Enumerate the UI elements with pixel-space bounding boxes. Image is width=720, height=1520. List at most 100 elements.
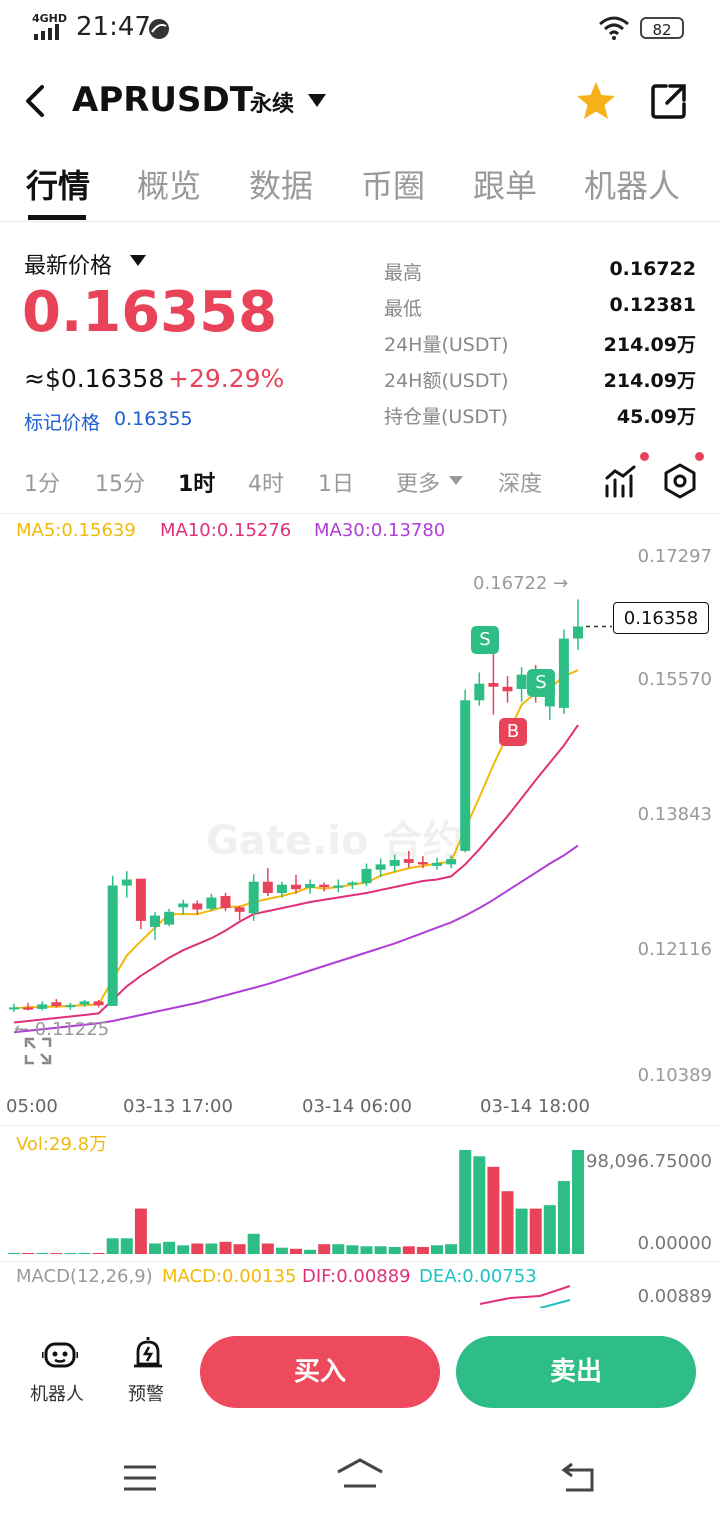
candle-body	[544, 691, 555, 707]
favorite-star-icon[interactable]	[574, 80, 618, 122]
volume-bar	[36, 1253, 49, 1254]
tab-community[interactable]: 币圈	[361, 167, 426, 205]
volume-bar	[22, 1253, 35, 1254]
stat-value: 214.09万	[603, 334, 696, 356]
timeframe-more[interactable]: 更多	[396, 472, 441, 497]
candlestick-chart[interactable]	[0, 540, 720, 1120]
volume-bar	[459, 1150, 472, 1254]
volume-bar	[275, 1247, 288, 1254]
stat-row-volume: 24H量(USDT) 214.09万	[384, 328, 696, 364]
alert-label[interactable]: 预警	[128, 1384, 164, 1405]
home-nav-icon[interactable]	[336, 1458, 384, 1494]
candle-body	[432, 862, 442, 866]
alert-bell-icon[interactable]	[132, 1336, 164, 1370]
buy-signal-badge[interactable]: B	[499, 718, 527, 746]
stat-row-high: 最高 0.16722	[384, 256, 696, 292]
stat-label: 最高	[384, 262, 423, 284]
candle-body	[558, 638, 569, 708]
timeframe-1h[interactable]: 1时	[178, 472, 216, 497]
depth-tab[interactable]: 深度	[498, 472, 543, 497]
back-nav-icon[interactable]	[560, 1462, 598, 1494]
candle-body	[305, 884, 316, 888]
volume-bar	[191, 1243, 204, 1254]
menu-nav-icon[interactable]	[122, 1464, 158, 1492]
volume-bar	[78, 1253, 91, 1254]
stat-value: 0.12381	[609, 294, 696, 316]
status-bar: 4GHD 21:47 82	[0, 0, 720, 58]
x-tick: 03-14 18:00	[480, 1096, 590, 1117]
volume-bar	[529, 1208, 542, 1254]
volume-bar	[64, 1253, 77, 1254]
volume-zero-tick: 0.00000	[637, 1233, 712, 1254]
sell-signal-badge[interactable]: S	[527, 669, 555, 697]
candle-body	[178, 903, 189, 908]
fullscreen-icon[interactable]	[24, 1037, 52, 1065]
volume-bar	[205, 1243, 218, 1254]
tab-overview[interactable]: 概览	[137, 167, 202, 205]
candle-body	[65, 1005, 76, 1008]
volume-legend: Vol:29.8万	[16, 1134, 108, 1155]
latest-price-label[interactable]: 最新价格	[24, 254, 113, 279]
volume-bar	[543, 1205, 556, 1254]
symbol-title[interactable]: APRUSDT	[72, 80, 253, 120]
header-bar: APRUSDT 永续	[0, 66, 720, 136]
stat-value: 45.09万	[616, 406, 696, 428]
ma10-legend: MA10:0.15276	[160, 520, 292, 541]
settings-hexagon-icon[interactable]	[662, 463, 698, 499]
ma5-line	[13, 669, 579, 1010]
timeframe-15m[interactable]: 15分	[95, 472, 145, 497]
volume-bar	[163, 1241, 176, 1254]
divider	[0, 1125, 720, 1126]
stat-row-open-interest: 持仓量(USDT) 45.09万	[384, 400, 696, 436]
contract-type[interactable]: 永续	[250, 92, 295, 117]
stat-value: 214.09万	[603, 370, 696, 392]
stat-row-turnover: 24H额(USDT) 214.09万	[384, 364, 696, 400]
candle-body	[248, 881, 259, 914]
candle-body	[347, 882, 358, 885]
more-dropdown-icon[interactable]	[449, 476, 463, 486]
tab-copy-trade[interactable]: 跟单	[473, 167, 538, 205]
candle-body	[79, 1001, 90, 1005]
candle-body	[206, 897, 217, 909]
volume-bar	[487, 1166, 500, 1254]
volume-bar	[416, 1247, 429, 1254]
notification-dot	[695, 452, 704, 461]
network-indicator: 4GHD	[32, 12, 68, 25]
volume-bar	[233, 1244, 246, 1254]
candle-body	[573, 626, 583, 639]
volume-bar	[149, 1243, 161, 1254]
candle-body	[276, 884, 287, 893]
volume-bar	[261, 1243, 274, 1254]
mark-price-label[interactable]: 标记价格	[24, 412, 101, 434]
timeframe-1d[interactable]: 1日	[318, 472, 354, 497]
robot-label[interactable]: 机器人	[30, 1384, 84, 1405]
high-price-marker: 0.16722 →	[473, 573, 569, 594]
candle-body	[516, 674, 527, 689]
stats-panel: 最高 0.16722 最低 0.12381 24H量(USDT) 214.09万…	[384, 256, 696, 436]
volume-bar	[304, 1249, 317, 1254]
tab-data[interactable]: 数据	[249, 167, 314, 205]
candle-body	[93, 1001, 104, 1006]
volume-bar	[219, 1241, 232, 1254]
back-arrow-icon[interactable]	[22, 84, 48, 118]
macd-label: MACD(12,26,9)	[16, 1266, 153, 1287]
tab-robot[interactable]: 机器人	[584, 167, 681, 205]
timeframe-4h[interactable]: 4时	[248, 472, 284, 497]
indicator-chart-icon[interactable]	[604, 464, 638, 498]
robot-icon[interactable]	[42, 1338, 78, 1370]
candle-body	[135, 878, 146, 921]
share-icon[interactable]	[650, 82, 688, 120]
dropdown-triangle-icon[interactable]	[308, 94, 326, 108]
volume-bar	[374, 1246, 387, 1254]
timeframe-1m[interactable]: 1分	[24, 472, 60, 497]
candle-body	[375, 864, 386, 870]
sell-button[interactable]: 卖出	[456, 1336, 696, 1408]
price-type-dropdown-icon[interactable]	[130, 255, 146, 267]
price-change: +29.29%	[168, 364, 285, 393]
buy-button[interactable]: 买入	[200, 1336, 440, 1408]
candle-body	[417, 862, 428, 865]
sell-signal-badge[interactable]: S	[471, 626, 499, 654]
macd-lines	[479, 1285, 571, 1309]
tab-market[interactable]: 行情	[26, 167, 91, 205]
volume-bar	[92, 1253, 105, 1254]
